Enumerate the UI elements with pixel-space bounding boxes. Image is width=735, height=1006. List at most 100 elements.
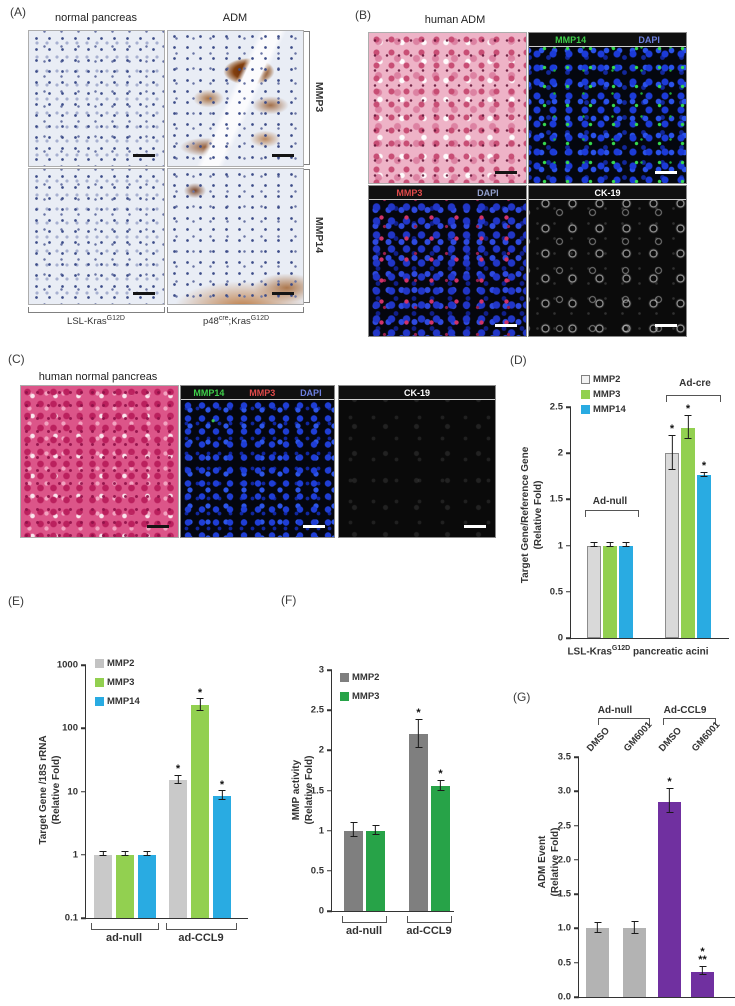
error-bar: [631, 920, 638, 934]
significance-marker: *: [669, 422, 675, 435]
error-bar: [437, 779, 444, 792]
error-bar: [684, 415, 692, 440]
y-tick-mark: [574, 824, 579, 827]
legend-item-MMP3: MMP3: [95, 677, 140, 688]
genotype-text: ;Kras: [228, 316, 251, 328]
legend-swatch: [95, 697, 104, 706]
bar-rect: [94, 854, 112, 918]
legend-swatch: [340, 692, 349, 701]
micrograph-ihc-mmp3-normal: [28, 30, 165, 167]
y-tick-mark: [327, 669, 332, 671]
y-tick-mark: [81, 917, 86, 919]
significance-marker: *: [219, 778, 225, 791]
g-group-bracket-ad-ccl9: [663, 718, 716, 725]
panel-c-label: (C): [8, 352, 25, 366]
y-tick-mark: [566, 452, 571, 454]
significance-marker: *: [175, 763, 181, 776]
row-bracket-mmp14: [304, 169, 310, 303]
legend-swatch: [581, 390, 590, 399]
image-header-mmp3-dapi: MMP3 DAPI: [369, 186, 526, 200]
y-tick-label: 1.5: [557, 888, 571, 900]
bar-MMP14: [619, 407, 633, 638]
d-legend: MMP2 MMP3 MMP14: [581, 374, 626, 419]
legend-swatch: [95, 678, 104, 687]
stain-label-ck19: CK-19: [403, 387, 430, 398]
d-group-bracket-ad-null: [585, 510, 639, 517]
y-tick-mark: [566, 637, 571, 639]
image-header-mmp14-mmp3-dapi: MMP14 MMP3 DAPI: [181, 386, 334, 400]
stain-label-mmp14: MMP14: [555, 34, 587, 45]
d-group-bracket-ad-cre: [666, 395, 721, 402]
bar-MMP14: *: [697, 407, 711, 638]
f-group-label-ad-null: ad-null: [345, 925, 383, 937]
legend-label: MMP3: [107, 677, 135, 688]
bar-rect: [603, 545, 617, 638]
legend-label: MMP3: [593, 389, 621, 400]
stain-label-dapi: DAPI: [638, 34, 660, 45]
error-bar: [668, 434, 676, 470]
stain-label-ck19: CK-19: [594, 187, 621, 198]
y-tick-label: 0: [318, 905, 324, 917]
d-bar-group-ad-null: [587, 407, 633, 638]
legend-label: MMP2: [593, 374, 621, 385]
d-bar-group-ad-cre: * * *: [665, 404, 711, 638]
g-group-label-ad-ccl9: Ad-CCL9: [663, 705, 707, 716]
bar-MMP2: [94, 665, 112, 918]
micrograph-ihc-mmp14-adm: [167, 168, 304, 305]
bar-rect: [366, 830, 385, 911]
legend-item-MMP3: MMP3: [581, 389, 626, 400]
legend-swatch: [581, 375, 590, 384]
f-legend: MMP2 MMP3: [340, 672, 379, 710]
bar-rect: [586, 928, 609, 997]
y-tick-mark: [327, 910, 332, 912]
panel-b-label: (B): [355, 8, 371, 22]
bar-rect: [191, 705, 209, 918]
scale-bar: [303, 525, 325, 528]
genotype-sup: cre: [218, 315, 229, 322]
legend-label: MMP3: [352, 691, 380, 702]
bar-MMP2: [344, 670, 363, 911]
x-label-text: LSL-Kras: [567, 646, 612, 658]
panel-e-label: (E): [8, 594, 24, 608]
y-tick-label: 3.0: [557, 785, 571, 797]
panel-G-bar-chart: (G) ADM Event (Relative Fold) Ad-null Ad…: [505, 685, 735, 1006]
y-tick-mark: [81, 727, 86, 729]
panel-F-bar-chart: (F) MMP activity (Relative Fold) MMP2 MMP…: [278, 592, 463, 952]
significance-marker: *: [416, 706, 421, 719]
e-bar-group-ad-ccl9: * * *: [169, 665, 231, 918]
scale-bar: [133, 154, 155, 157]
y-tick-label: 0: [557, 632, 563, 644]
y-tick-mark: [81, 854, 86, 856]
d-y-axis-label: Target Gene/Reference Gene (Relative Fol…: [519, 447, 545, 584]
y-label-line1: MMP activity: [291, 759, 302, 821]
scale-bar: [272, 154, 294, 157]
legend-swatch: [340, 673, 349, 682]
y-tick-mark: [327, 709, 332, 711]
bar-MMP3: *: [431, 670, 450, 911]
y-tick-label: 1.5: [310, 785, 324, 796]
bar-rect: [623, 928, 646, 997]
error-bar: [594, 921, 601, 934]
y-tick-label: 0.0: [557, 991, 571, 1003]
bar-rect: [681, 428, 695, 638]
y-tick-label: 2: [318, 744, 324, 756]
bar-MMP2: *: [409, 670, 428, 911]
legend-swatch: [581, 405, 590, 414]
error-bar: [590, 541, 598, 548]
bar-rect: [658, 801, 681, 997]
column-header-adm: ADM: [222, 12, 248, 24]
y-tick-mark: [566, 498, 571, 501]
y-tick-label: 1.0: [557, 922, 571, 934]
bar-rect: [409, 734, 428, 911]
y-tick-label: 0.5: [549, 586, 563, 598]
column-header-normal-pancreas: normal pancreas: [55, 12, 137, 24]
bar-MMP2: [587, 407, 601, 638]
g-group-bracket-ad-null: [598, 718, 650, 725]
f-plot-area: * * 0 0.5 1 1.5 2 2.5 3: [311, 665, 454, 917]
genotype-text: p48: [202, 316, 219, 328]
significance-marker: * **: [698, 945, 707, 967]
column-bracket-lsl-kras: [28, 307, 165, 313]
bar-MMP3: *: [191, 665, 209, 918]
y-tick-label: 10: [67, 786, 78, 797]
legend-label: MMP14: [107, 696, 140, 707]
